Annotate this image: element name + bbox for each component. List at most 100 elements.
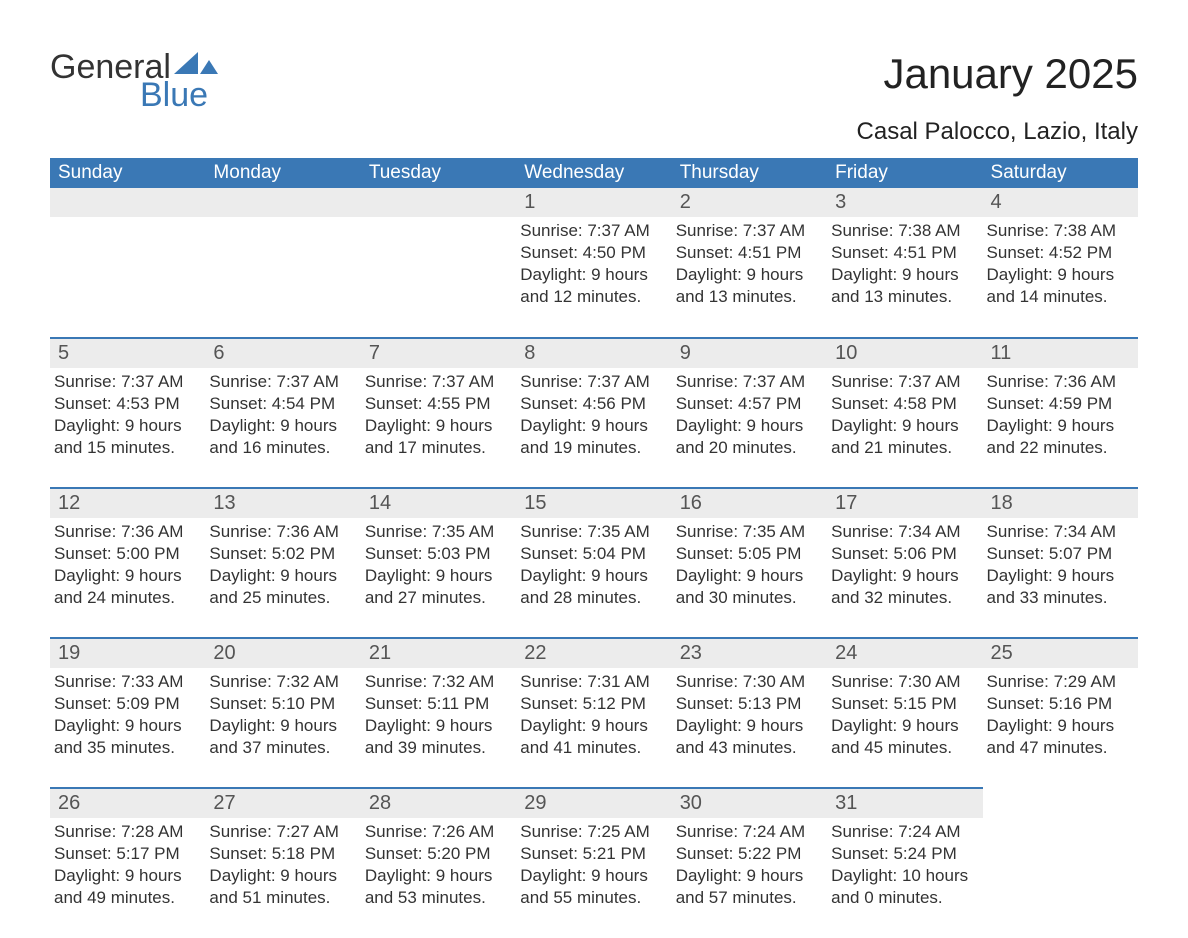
calendar-day-cell: 3Sunrise: 7:38 AMSunset: 4:51 PMDaylight… <box>827 188 982 338</box>
day-d1: Daylight: 9 hours <box>676 264 821 286</box>
logo: General Blue <box>50 50 218 112</box>
day-number: 30 <box>672 789 827 818</box>
day-number: 2 <box>672 188 827 217</box>
day-number-empty <box>50 188 205 217</box>
weekday-header: Thursday <box>672 158 827 188</box>
day-sunset: Sunset: 5:13 PM <box>676 693 821 715</box>
weekday-header: Wednesday <box>516 158 671 188</box>
day-sunset: Sunset: 5:18 PM <box>209 843 354 865</box>
day-content: Sunrise: 7:33 AMSunset: 5:09 PMDaylight:… <box>50 668 205 762</box>
day-sunrise: Sunrise: 7:24 AM <box>676 821 821 843</box>
day-sunrise: Sunrise: 7:24 AM <box>831 821 976 843</box>
day-sunset: Sunset: 4:59 PM <box>987 393 1132 415</box>
day-d2: and 49 minutes. <box>54 887 199 909</box>
day-number-empty <box>361 188 516 217</box>
day-content: Sunrise: 7:35 AMSunset: 5:03 PMDaylight:… <box>361 518 516 612</box>
day-d1: Daylight: 9 hours <box>831 715 976 737</box>
day-d2: and 41 minutes. <box>520 737 665 759</box>
day-sunset: Sunset: 5:04 PM <box>520 543 665 565</box>
day-sunset: Sunset: 5:12 PM <box>520 693 665 715</box>
day-sunset: Sunset: 5:11 PM <box>365 693 510 715</box>
calendar-day-cell: 12Sunrise: 7:36 AMSunset: 5:00 PMDayligh… <box>50 488 205 638</box>
calendar-day-cell: 10Sunrise: 7:37 AMSunset: 4:58 PMDayligh… <box>827 338 982 488</box>
day-number: 10 <box>827 339 982 368</box>
day-d1: Daylight: 9 hours <box>365 865 510 887</box>
day-d1: Daylight: 9 hours <box>520 715 665 737</box>
calendar-day-cell: 29Sunrise: 7:25 AMSunset: 5:21 PMDayligh… <box>516 788 671 938</box>
weekday-header: Saturday <box>983 158 1138 188</box>
day-sunrise: Sunrise: 7:33 AM <box>54 671 199 693</box>
day-sunrise: Sunrise: 7:35 AM <box>365 521 510 543</box>
title-block: January 2025 Casal Palocco, Lazio, Italy <box>857 50 1138 146</box>
day-d2: and 22 minutes. <box>987 437 1132 459</box>
calendar-day-cell: 11Sunrise: 7:36 AMSunset: 4:59 PMDayligh… <box>983 338 1138 488</box>
day-sunset: Sunset: 4:51 PM <box>676 242 821 264</box>
calendar-day-cell: 2Sunrise: 7:37 AMSunset: 4:51 PMDaylight… <box>672 188 827 338</box>
day-d2: and 25 minutes. <box>209 587 354 609</box>
day-d2: and 30 minutes. <box>676 587 821 609</box>
day-number: 9 <box>672 339 827 368</box>
day-sunrise: Sunrise: 7:37 AM <box>365 371 510 393</box>
day-number: 4 <box>983 188 1138 217</box>
calendar-day-cell: 8Sunrise: 7:37 AMSunset: 4:56 PMDaylight… <box>516 338 671 488</box>
day-content: Sunrise: 7:27 AMSunset: 5:18 PMDaylight:… <box>205 818 360 912</box>
calendar-day-cell: 9Sunrise: 7:37 AMSunset: 4:57 PMDaylight… <box>672 338 827 488</box>
day-sunrise: Sunrise: 7:32 AM <box>209 671 354 693</box>
day-content: Sunrise: 7:25 AMSunset: 5:21 PMDaylight:… <box>516 818 671 912</box>
day-number: 23 <box>672 639 827 668</box>
day-sunset: Sunset: 5:07 PM <box>987 543 1132 565</box>
day-d2: and 45 minutes. <box>831 737 976 759</box>
day-d2: and 15 minutes. <box>54 437 199 459</box>
day-d2: and 19 minutes. <box>520 437 665 459</box>
day-sunrise: Sunrise: 7:34 AM <box>831 521 976 543</box>
day-number: 21 <box>361 639 516 668</box>
day-d1: Daylight: 9 hours <box>676 865 821 887</box>
day-sunset: Sunset: 4:58 PM <box>831 393 976 415</box>
day-content: Sunrise: 7:36 AMSunset: 5:00 PMDaylight:… <box>50 518 205 612</box>
day-d2: and 35 minutes. <box>54 737 199 759</box>
day-sunrise: Sunrise: 7:29 AM <box>987 671 1132 693</box>
day-d2: and 33 minutes. <box>987 587 1132 609</box>
day-d2: and 43 minutes. <box>676 737 821 759</box>
day-sunset: Sunset: 5:10 PM <box>209 693 354 715</box>
day-sunset: Sunset: 4:53 PM <box>54 393 199 415</box>
day-content: Sunrise: 7:30 AMSunset: 5:15 PMDaylight:… <box>827 668 982 762</box>
day-number: 19 <box>50 639 205 668</box>
calendar-day-cell: 30Sunrise: 7:24 AMSunset: 5:22 PMDayligh… <box>672 788 827 938</box>
calendar-week-row: 5Sunrise: 7:37 AMSunset: 4:53 PMDaylight… <box>50 338 1138 488</box>
day-d1: Daylight: 9 hours <box>54 415 199 437</box>
day-number: 31 <box>827 789 982 818</box>
day-number: 28 <box>361 789 516 818</box>
day-number: 7 <box>361 339 516 368</box>
day-d2: and 39 minutes. <box>365 737 510 759</box>
day-d1: Daylight: 9 hours <box>209 865 354 887</box>
calendar-day-cell: 27Sunrise: 7:27 AMSunset: 5:18 PMDayligh… <box>205 788 360 938</box>
day-d2: and 37 minutes. <box>209 737 354 759</box>
day-content: Sunrise: 7:29 AMSunset: 5:16 PMDaylight:… <box>983 668 1138 762</box>
day-content: Sunrise: 7:28 AMSunset: 5:17 PMDaylight:… <box>50 818 205 912</box>
day-number: 22 <box>516 639 671 668</box>
day-sunset: Sunset: 5:15 PM <box>831 693 976 715</box>
calendar-day-cell: 6Sunrise: 7:37 AMSunset: 4:54 PMDaylight… <box>205 338 360 488</box>
calendar-day-cell: 23Sunrise: 7:30 AMSunset: 5:13 PMDayligh… <box>672 638 827 788</box>
day-sunrise: Sunrise: 7:31 AM <box>520 671 665 693</box>
day-number: 12 <box>50 489 205 518</box>
calendar-week-row: 26Sunrise: 7:28 AMSunset: 5:17 PMDayligh… <box>50 788 1138 938</box>
day-content: Sunrise: 7:37 AMSunset: 4:53 PMDaylight:… <box>50 368 205 462</box>
day-content: Sunrise: 7:30 AMSunset: 5:13 PMDaylight:… <box>672 668 827 762</box>
day-number: 15 <box>516 489 671 518</box>
day-d2: and 27 minutes. <box>365 587 510 609</box>
day-d1: Daylight: 9 hours <box>676 715 821 737</box>
calendar-day-cell: 14Sunrise: 7:35 AMSunset: 5:03 PMDayligh… <box>361 488 516 638</box>
day-sunset: Sunset: 5:05 PM <box>676 543 821 565</box>
day-content: Sunrise: 7:36 AMSunset: 5:02 PMDaylight:… <box>205 518 360 612</box>
day-sunset: Sunset: 5:02 PM <box>209 543 354 565</box>
day-sunset: Sunset: 4:54 PM <box>209 393 354 415</box>
day-content: Sunrise: 7:37 AMSunset: 4:55 PMDaylight:… <box>361 368 516 462</box>
day-d1: Daylight: 9 hours <box>831 565 976 587</box>
day-sunset: Sunset: 5:21 PM <box>520 843 665 865</box>
day-d2: and 55 minutes. <box>520 887 665 909</box>
day-number: 24 <box>827 639 982 668</box>
location: Casal Palocco, Lazio, Italy <box>857 118 1138 146</box>
day-sunrise: Sunrise: 7:37 AM <box>676 371 821 393</box>
